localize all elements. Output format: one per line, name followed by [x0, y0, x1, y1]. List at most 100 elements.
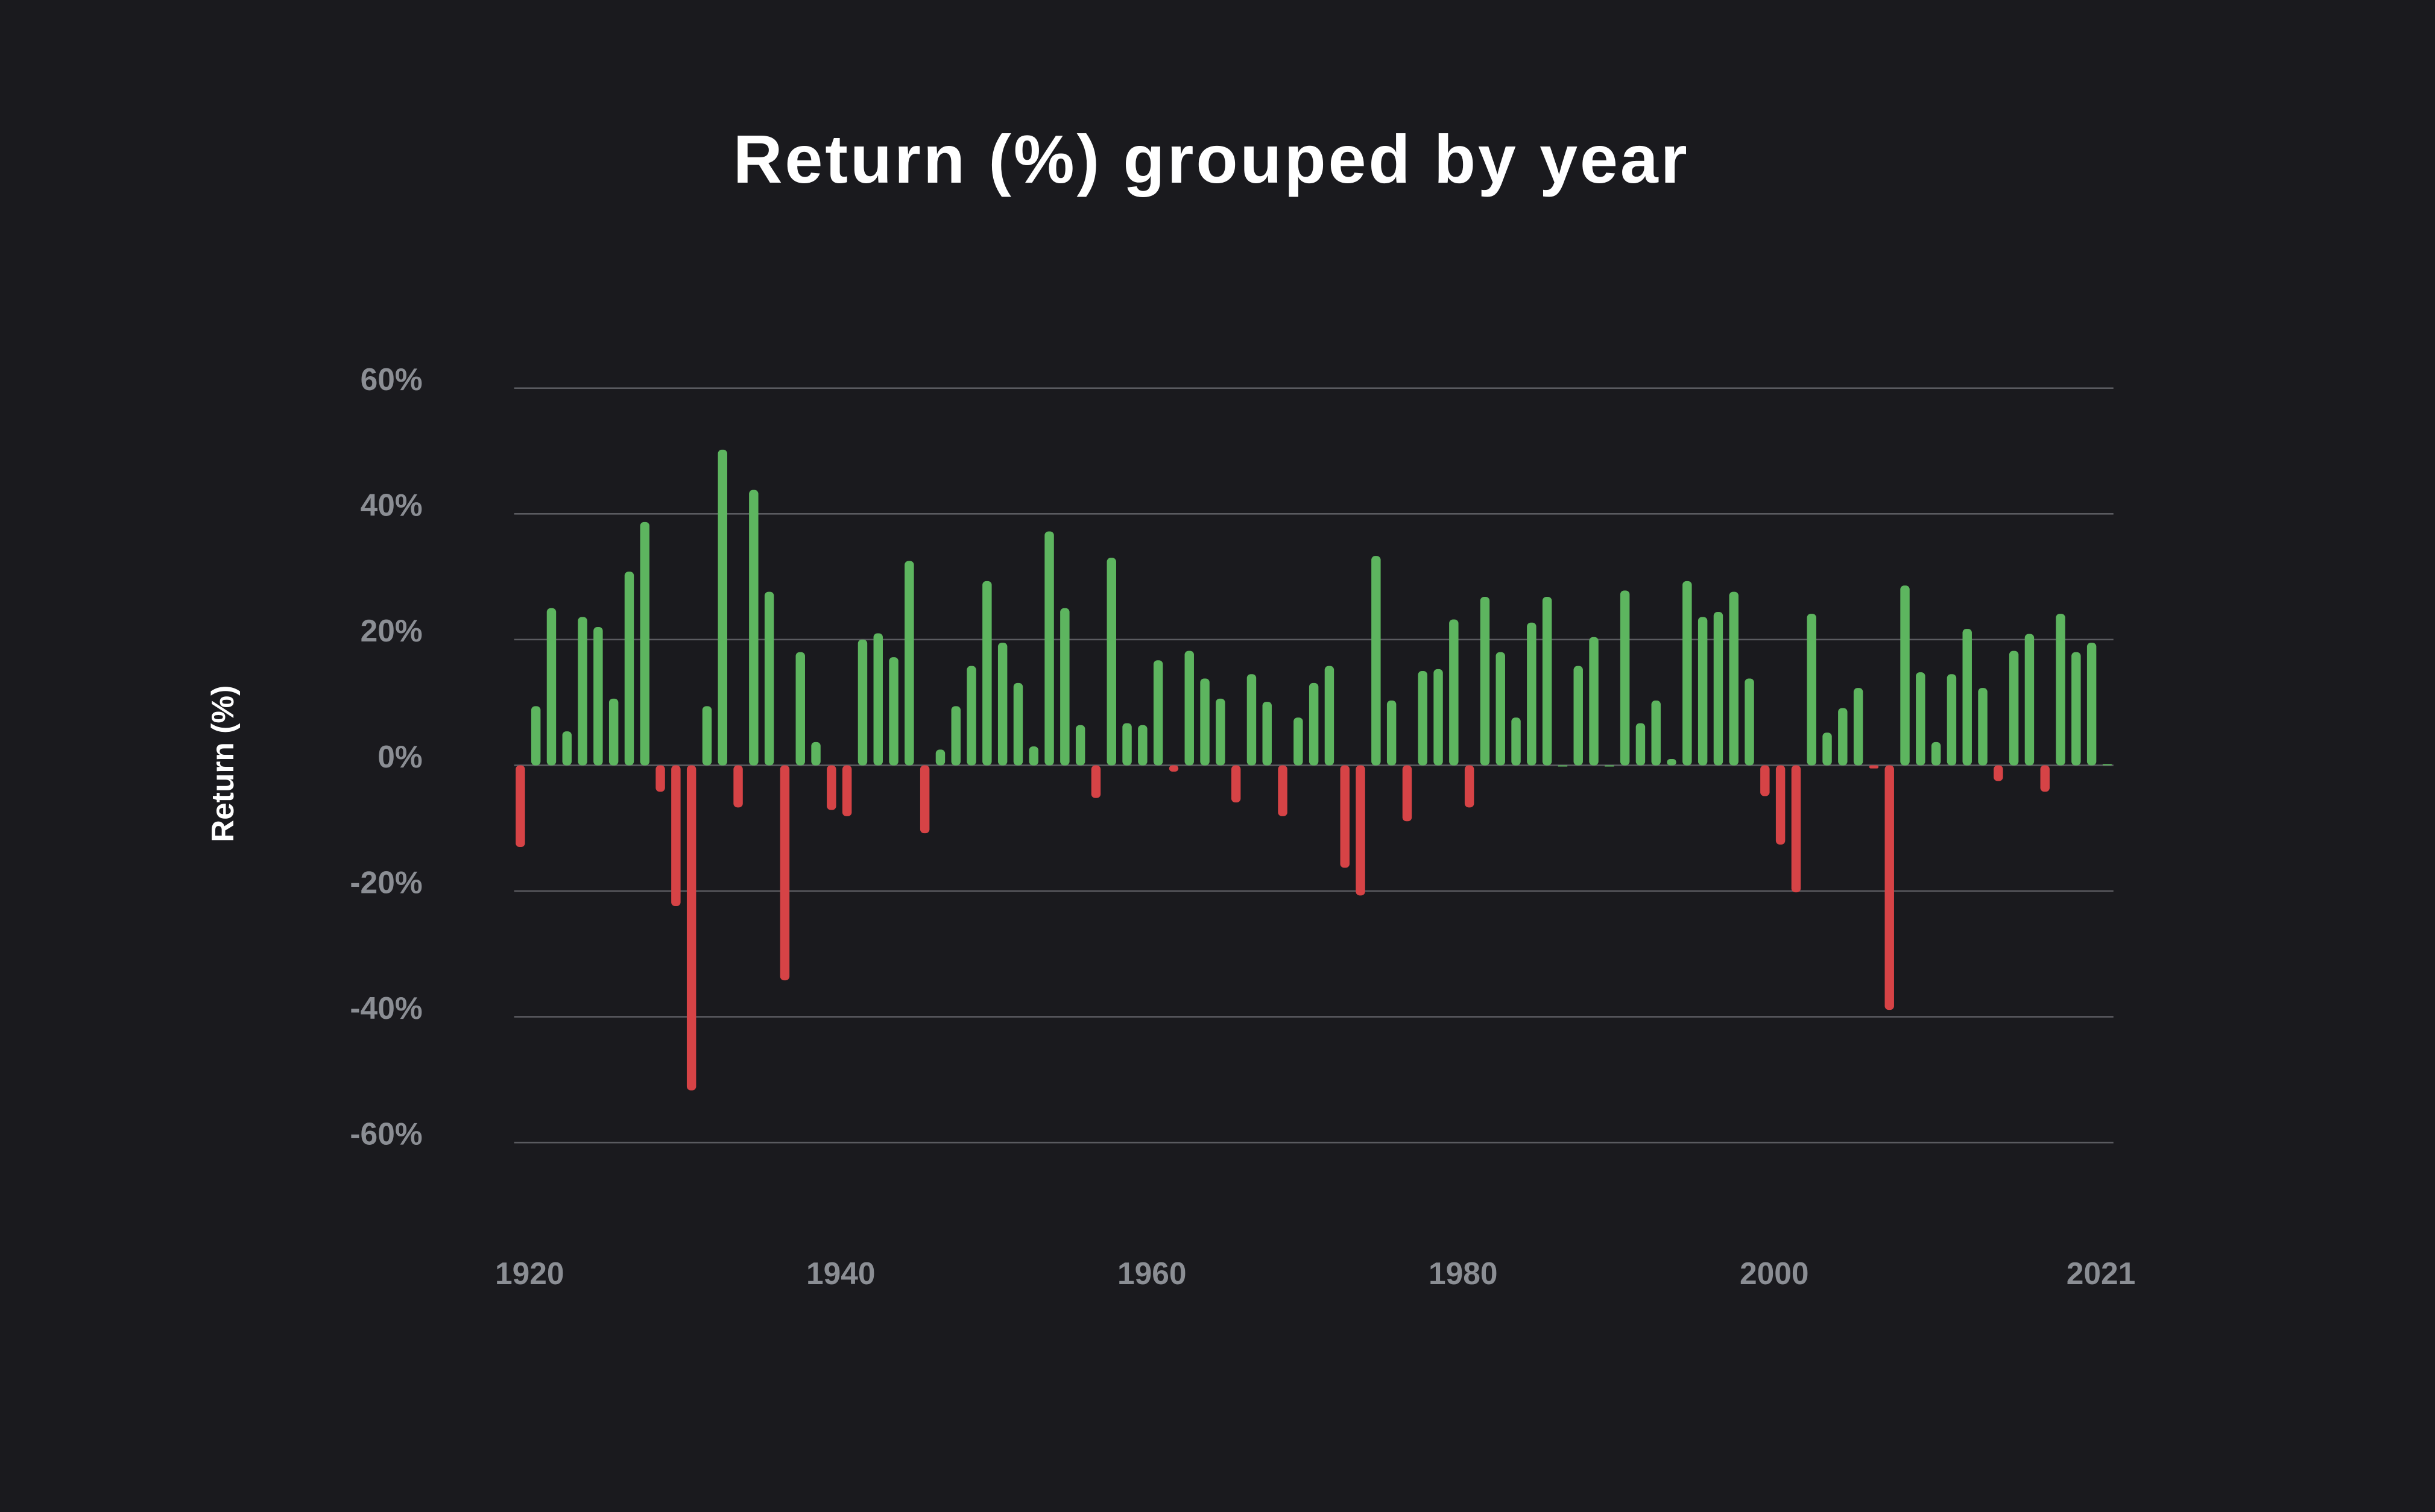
bar	[2009, 650, 2019, 766]
chart-title: Return (%) grouped by year	[733, 121, 1690, 198]
bar	[1433, 669, 1443, 766]
x-tick-label: 1980	[1429, 1256, 1498, 1291]
bar	[1495, 652, 1505, 766]
bar	[935, 749, 946, 766]
bar	[1605, 765, 1614, 767]
bar	[2086, 643, 2097, 766]
bar	[1091, 765, 1101, 798]
y-tick-label: -40%	[350, 991, 422, 1025]
bar	[1667, 759, 1676, 766]
bar	[1884, 765, 1894, 1010]
bar	[842, 765, 852, 816]
bar	[1122, 723, 1132, 766]
bar	[1262, 702, 1272, 766]
bar	[1760, 765, 1770, 796]
bar	[780, 765, 790, 981]
bar	[1216, 698, 1225, 766]
y-tick-label: 60%	[361, 362, 423, 397]
bar	[1340, 765, 1350, 868]
bar	[593, 627, 603, 766]
y-axis-label: Return (%)	[205, 685, 240, 842]
bar	[1900, 585, 1910, 766]
bar	[1013, 682, 1023, 766]
bar	[671, 765, 681, 907]
bar	[2102, 764, 2112, 766]
bar	[2024, 634, 2035, 766]
bar	[1464, 765, 1474, 808]
bar	[1558, 765, 1568, 767]
bar	[1075, 725, 1085, 766]
bar	[1278, 765, 1287, 816]
x-tick-label: 1940	[806, 1256, 876, 1291]
bar	[733, 765, 743, 808]
bar	[1589, 637, 1599, 766]
bar	[873, 633, 883, 766]
bar	[1060, 608, 1070, 766]
bar	[1356, 765, 1365, 896]
bar	[1293, 717, 1303, 766]
bar	[1822, 732, 1832, 766]
bar	[889, 657, 899, 766]
bar	[516, 765, 525, 848]
bar	[749, 490, 759, 766]
bar	[1107, 558, 1116, 766]
bar	[1682, 581, 1692, 766]
bar	[1169, 765, 1179, 772]
bar	[546, 608, 557, 766]
y-tick-label: 0%	[377, 739, 422, 774]
bar	[1480, 596, 1490, 766]
bar	[1947, 674, 1957, 766]
x-tick-label: 1960	[1117, 1256, 1187, 1291]
x-tick-label: 1920	[495, 1256, 564, 1291]
bar	[1931, 742, 1941, 766]
bar	[702, 706, 712, 766]
bar	[1527, 622, 1536, 766]
bar	[764, 591, 774, 766]
bar	[2071, 652, 2081, 766]
bar	[578, 617, 587, 766]
bar	[827, 765, 836, 810]
bar	[1729, 591, 1739, 766]
bar	[1573, 666, 1583, 766]
y-tick-label: -60%	[350, 1116, 422, 1151]
bar	[1713, 611, 1723, 766]
bar	[1184, 650, 1194, 766]
bar	[1542, 596, 1552, 766]
bar	[905, 561, 914, 766]
bar	[1511, 717, 1521, 766]
bar	[531, 706, 541, 766]
bar	[1371, 556, 1381, 766]
bar	[1231, 765, 1241, 802]
bar	[608, 698, 619, 766]
bar	[811, 742, 821, 766]
bar	[686, 765, 696, 1091]
bar	[1200, 678, 1210, 766]
bar	[2056, 614, 2065, 766]
bar	[982, 581, 992, 766]
bar	[624, 572, 634, 766]
bar	[795, 652, 805, 766]
y-tick-label: -20%	[350, 865, 422, 899]
bar	[1869, 765, 1879, 769]
bar	[1138, 725, 1148, 766]
bar	[1029, 746, 1038, 766]
bar	[655, 765, 665, 792]
bar	[1386, 701, 1397, 766]
bar	[1309, 682, 1319, 766]
bar	[2040, 765, 2050, 792]
bar	[967, 666, 976, 766]
bar	[857, 639, 868, 766]
bar	[718, 449, 727, 766]
bar	[1044, 531, 1054, 766]
x-tick-label: 2000	[1740, 1256, 1809, 1291]
bar	[997, 643, 1008, 766]
bar	[951, 706, 961, 766]
bar	[1838, 708, 1848, 766]
x-tick-label: 2021	[2067, 1256, 2136, 1291]
bar	[1775, 765, 1786, 845]
bar	[1620, 590, 1630, 766]
bar	[1978, 688, 1988, 766]
bar	[1853, 688, 1863, 766]
